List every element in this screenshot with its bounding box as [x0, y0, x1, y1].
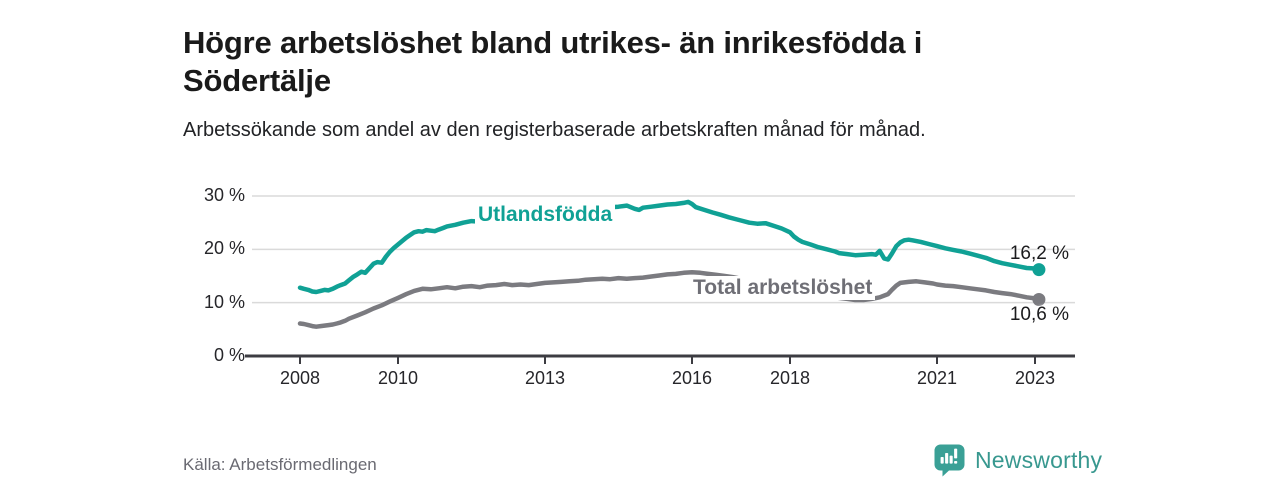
y-axis-tick-label: 30 %	[203, 185, 245, 205]
x-axis-tick-label: 2013	[524, 368, 566, 388]
series-label-utlandsfodda: Utlandsfödda	[475, 203, 616, 227]
x-axis-tick-label: 2018	[769, 368, 811, 388]
page-title: Högre arbetslöshet bland utrikes- än inr…	[183, 24, 923, 98]
series-label-total-arbetsloshet: Total arbetslöshet	[690, 276, 876, 300]
y-axis-tick-label: 0 %	[213, 345, 245, 365]
newsworthy-logo-icon	[934, 444, 965, 477]
x-axis-tick-label: 2010	[377, 368, 419, 388]
source-attribution: Källa: Arbetsförmedlingen	[183, 455, 377, 474]
x-axis-tick-label: 2021	[916, 368, 958, 388]
end-value-label-utlandsfodda: 16,2 %	[1009, 243, 1069, 264]
page-subtitle: Arbetssökande som andel av den registerb…	[183, 119, 926, 141]
y-axis-tick-label: 10 %	[203, 291, 245, 312]
y-axis-tick-label: 20 %	[203, 238, 245, 259]
end-value-label-total: 10,6 %	[1009, 304, 1069, 325]
x-axis-tick-label: 2023	[1014, 368, 1056, 388]
x-axis-tick-label: 2016	[671, 368, 713, 388]
newsworthy-logo[interactable]: Newsworthy	[933, 443, 1102, 477]
x-axis-tick-label: 2008	[279, 368, 321, 388]
newsworthy-logo-text: Newsworthy	[975, 446, 1103, 473]
